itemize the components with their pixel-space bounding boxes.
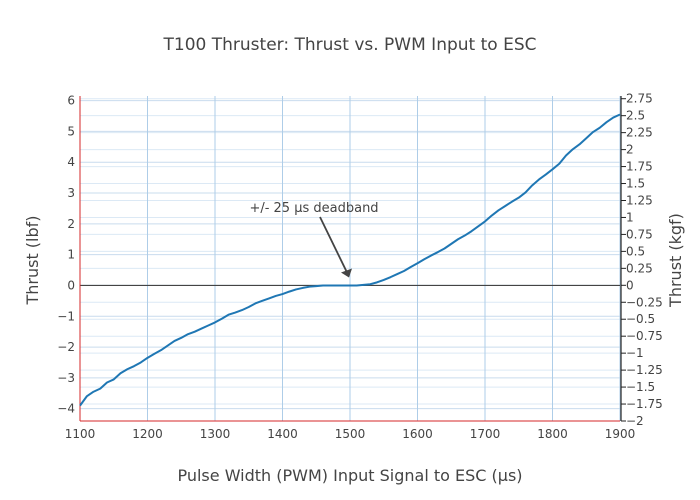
- x-tick-label: 1700: [470, 427, 501, 441]
- chart-title: T100 Thruster: Thrust vs. PWM Input to E…: [163, 35, 537, 55]
- y-tick-label: −1: [57, 309, 75, 323]
- y2-tick-label: −0.75: [626, 329, 663, 343]
- y2-tick-label: −1.5: [626, 380, 655, 394]
- series-layer: [79, 113, 621, 407]
- y2-tick-label: −0.5: [626, 312, 655, 326]
- annotation-arrow-head: [341, 268, 352, 278]
- x-tick-label: 1500: [335, 427, 366, 441]
- y2-tick-label: 1: [626, 210, 634, 224]
- y2-tick-label: −1.25: [626, 363, 663, 377]
- y-tick-label: −2: [57, 340, 75, 354]
- y2-tick-label: 2: [626, 143, 634, 157]
- x-tick-label: 1200: [132, 427, 163, 441]
- y-tick-label: −3: [57, 371, 75, 385]
- grid-layer: [79, 96, 621, 422]
- annotation-layer: +/- 25 μs deadband: [249, 201, 379, 278]
- y2-axis-title: Thrust (kgf): [666, 213, 685, 308]
- y-tick-label: 3: [67, 186, 75, 200]
- x-axis-title: Pulse Width (PWM) Input Signal to ESC (μ…: [177, 466, 522, 485]
- y2-tick-label: 0.75: [626, 227, 653, 241]
- y2-tick-label: −2: [626, 414, 644, 428]
- y2-tick-label: 0: [626, 278, 634, 292]
- y2-tick-label: 2.5: [626, 109, 645, 123]
- y-tick-label: 5: [67, 124, 75, 138]
- x-tick-label: 1400: [267, 427, 298, 441]
- y2-tick-label: 0.25: [626, 261, 653, 275]
- x-tick-label: 1800: [537, 427, 568, 441]
- series-line: [79, 113, 621, 407]
- y-tick-label: 2: [67, 217, 75, 231]
- y2-tick-label: 1.5: [626, 177, 645, 191]
- y2-tick-label: −0.25: [626, 295, 663, 309]
- y2-tick-label: −1.75: [626, 397, 663, 411]
- x-tick-label: 1600: [402, 427, 433, 441]
- y2-tick-label: −1: [626, 346, 644, 360]
- y-tick-label: 1: [67, 248, 75, 262]
- annotation-arrow-line: [319, 216, 348, 273]
- y-tick-label: −4: [57, 402, 75, 416]
- y-axis-title: Thrust (lbf): [23, 215, 42, 305]
- annotation-label: +/- 25 μs deadband: [249, 201, 378, 216]
- y-tick-label: 4: [67, 155, 75, 169]
- y-tick-label: 6: [67, 94, 75, 108]
- axis-layer: 1100 1200 1300 1400 1500 1600 1700 1800 1900−4−3…: [57, 92, 662, 441]
- y2-tick-label: 2.25: [626, 126, 653, 140]
- x-tick-label: 1300: [200, 427, 231, 441]
- y2-tick-label: 0.5: [626, 244, 645, 258]
- y-tick-label: 0: [67, 278, 75, 292]
- x-tick-label: 1100: [65, 427, 96, 441]
- y2-tick-label: 1.75: [626, 160, 653, 174]
- y2-tick-label: 1.25: [626, 193, 653, 207]
- y2-tick-label: 2.75: [626, 92, 653, 106]
- x-tick-label: 1900: [605, 427, 636, 441]
